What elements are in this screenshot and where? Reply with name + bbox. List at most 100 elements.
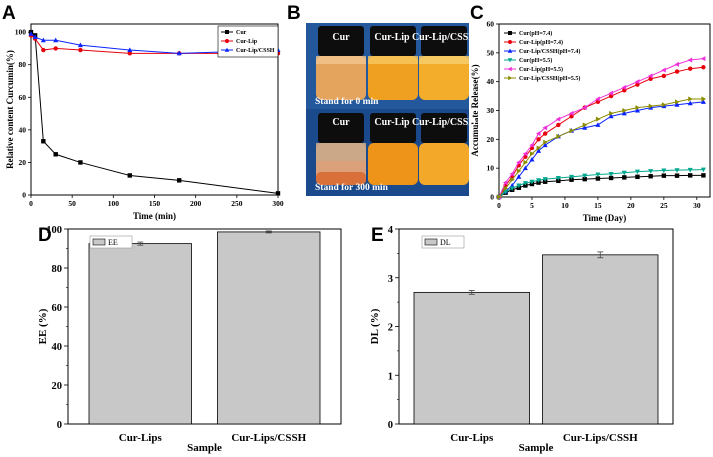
data-point <box>635 174 640 180</box>
data-point <box>687 100 693 106</box>
y-tick-label: 20 <box>487 135 495 144</box>
data-point <box>127 51 132 56</box>
data-point <box>529 151 535 157</box>
legend-label: Cur(pH=5.5) <box>519 57 552 64</box>
x-tick-label: 50 <box>68 199 76 208</box>
y-tick-label: 40 <box>19 125 27 134</box>
series-line <box>498 66 704 198</box>
data-point <box>529 179 535 185</box>
data-point <box>502 180 508 186</box>
data-point <box>523 159 529 165</box>
series-line <box>498 98 704 198</box>
y-tick-label: 20 <box>52 381 63 392</box>
data-point <box>582 105 587 111</box>
x-axis-label: Sample <box>519 442 554 454</box>
vial-cur-lip-cssh-top <box>419 26 469 100</box>
data-point <box>543 139 548 145</box>
y-tick-label: 1 <box>388 371 393 382</box>
data-point <box>568 110 574 116</box>
vial-cur-bottom <box>316 113 366 185</box>
y-tick-label: 40 <box>487 77 495 86</box>
vial-cap <box>370 26 416 56</box>
data-point <box>687 57 693 63</box>
data-point <box>609 110 614 116</box>
data-point <box>688 66 693 71</box>
data-point <box>701 65 706 70</box>
x-tick-label: 150 <box>149 199 161 208</box>
data-point <box>542 177 548 182</box>
category-label: Cur-Lips/CSSH <box>563 432 638 444</box>
data-point <box>661 168 667 174</box>
series-cur-lip-cssh-ph-7-4- <box>496 99 706 199</box>
data-point <box>648 103 654 109</box>
data-point <box>535 131 541 137</box>
y-tick-label: 50 <box>487 48 495 57</box>
vial-cap <box>318 26 364 56</box>
legend: Cur(pH=7.4) Cur-Lip(pH=7.4) Cur-Lip/CSSH(p… <box>504 30 580 82</box>
data-point <box>687 167 693 173</box>
data-point <box>522 165 528 171</box>
data-point <box>608 171 614 177</box>
data-point <box>595 176 601 181</box>
data-point <box>497 194 502 200</box>
data-point <box>661 73 667 79</box>
data-point <box>674 61 680 67</box>
bar-cur-lips-cssh <box>542 254 659 425</box>
data-point <box>648 169 654 174</box>
y-tick-label: 20 <box>19 158 27 167</box>
bar-cur-lips <box>413 291 530 425</box>
data-point <box>555 116 561 122</box>
legend-label: Cur-Lip(pH=7.4) <box>519 39 563 46</box>
legend: EE <box>89 235 133 249</box>
data-point <box>53 152 58 157</box>
legend-label: EE <box>108 238 118 247</box>
y-axis-label: Relative content Curcumin(%) <box>5 50 15 169</box>
data-point <box>648 174 653 179</box>
vial-cur-top <box>316 26 366 100</box>
legend-label: Cur(pH=7.4) <box>519 30 552 37</box>
x-tick-label: 30 <box>693 201 701 210</box>
data-point <box>635 105 641 111</box>
vial-label-cur-lip-bottom: Cur-Lip <box>374 117 410 128</box>
vial-sediment <box>316 172 366 185</box>
series-line <box>30 31 279 194</box>
bar-cur-lips-cssh <box>217 231 321 425</box>
vial-meniscus <box>368 56 418 64</box>
series-cur-lip-ph-5-5- <box>496 56 706 200</box>
data-point <box>542 142 548 148</box>
data-point <box>555 175 561 181</box>
data-point <box>595 122 601 127</box>
series-cur-ph-7-4- <box>496 173 706 200</box>
vial-cur-lip-bottom <box>368 113 418 185</box>
y-tick-label: 0 <box>490 193 494 202</box>
legend-marker <box>507 58 513 63</box>
legend-label: Cur-Lip <box>236 39 258 45</box>
data-point <box>556 122 561 128</box>
x-axis-label: Time (Day) <box>583 213 627 223</box>
y-tick-label: 2 <box>388 323 393 334</box>
data-point <box>41 47 46 53</box>
y-axis-label: DL (%) <box>369 308 381 344</box>
data-point <box>556 133 561 139</box>
y-tick-label: 100 <box>46 225 62 236</box>
y-tick-label: 30 <box>487 106 495 115</box>
stand-label-bottom: Stand for 300 min <box>315 183 389 193</box>
data-point <box>661 67 666 73</box>
series-cur-lip-ph-7-4- <box>496 65 706 200</box>
y-tick-label: 60 <box>52 303 63 314</box>
vial-liquid <box>419 56 469 100</box>
vial-liquid <box>368 143 418 185</box>
chart-c-accumulate-release: 0 5 10 15 20 25 30 0 10 20 30 40 50 60 Time (Day) Accum… <box>470 20 711 223</box>
vial-label-cur-lip-cssh-bottom: Cur-Lip/CSSH <box>412 117 476 128</box>
data-point <box>536 178 542 183</box>
series-cur-lip-cssh-ph-5-5- <box>497 96 707 200</box>
data-point <box>595 116 601 122</box>
category-label: Cur-Lips <box>119 432 163 444</box>
x-tick-label: 100 <box>108 199 120 208</box>
data-point <box>522 151 528 157</box>
data-point <box>516 159 521 165</box>
vial-supernatant <box>316 143 366 161</box>
y-tick-label: 60 <box>19 93 27 102</box>
x-tick-label: 20 <box>627 201 635 210</box>
